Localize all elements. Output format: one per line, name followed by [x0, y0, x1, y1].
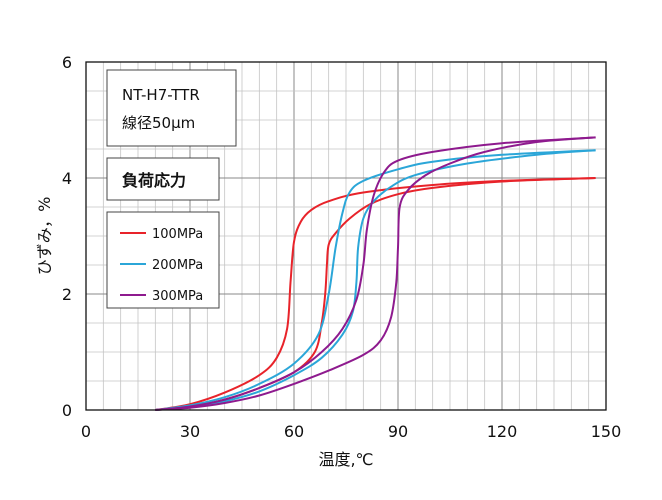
- y-tick-label: 4: [62, 169, 72, 188]
- info-box-frame: [106, 69, 237, 147]
- series-line-300mpa-heating: [155, 136, 596, 411]
- y-tick-label: 6: [62, 53, 72, 72]
- x-tick-label: 30: [180, 422, 200, 441]
- info-box: NT-H7-TTR 線径50μm: [106, 69, 237, 147]
- series-lines: [155, 136, 596, 411]
- legend-label-200mpa: 200MPa: [152, 258, 203, 273]
- x-axis-title: 温度,℃: [318, 450, 373, 469]
- info-line-1: NT-H7-TTR: [122, 86, 200, 104]
- y-axis-title: ひずみ，%: [35, 197, 54, 276]
- series-line-200mpa-heating: [155, 149, 596, 411]
- series-line-100mpa-heating: [155, 177, 596, 411]
- tick-labels: 0 30 60 90 120 150 0 2 4 6: [62, 53, 621, 441]
- x-tick-label: 150: [591, 422, 622, 441]
- y-tick-label: 0: [62, 401, 72, 420]
- legend-label-300mpa: 300MPa: [152, 289, 203, 304]
- x-tick-label: 60: [284, 422, 304, 441]
- legend-label-100mpa: 100MPa: [152, 227, 203, 242]
- legend: 100MPa 200MPa 300MPa: [106, 211, 220, 309]
- x-tick-label: 90: [388, 422, 408, 441]
- legend-title: 負荷応力: [122, 171, 186, 190]
- info-line-2: 線径50μm: [122, 114, 195, 132]
- series-line-300mpa-cooling: [155, 136, 596, 411]
- legend-title-box: 負荷応力: [106, 157, 220, 201]
- y-tick-label: 2: [62, 285, 72, 304]
- plot-frame: [85, 61, 607, 411]
- legend-title-frame: [106, 157, 220, 201]
- x-tick-label: 120: [487, 422, 518, 441]
- x-tick-label: 0: [81, 422, 91, 441]
- legend-frame: [106, 211, 220, 309]
